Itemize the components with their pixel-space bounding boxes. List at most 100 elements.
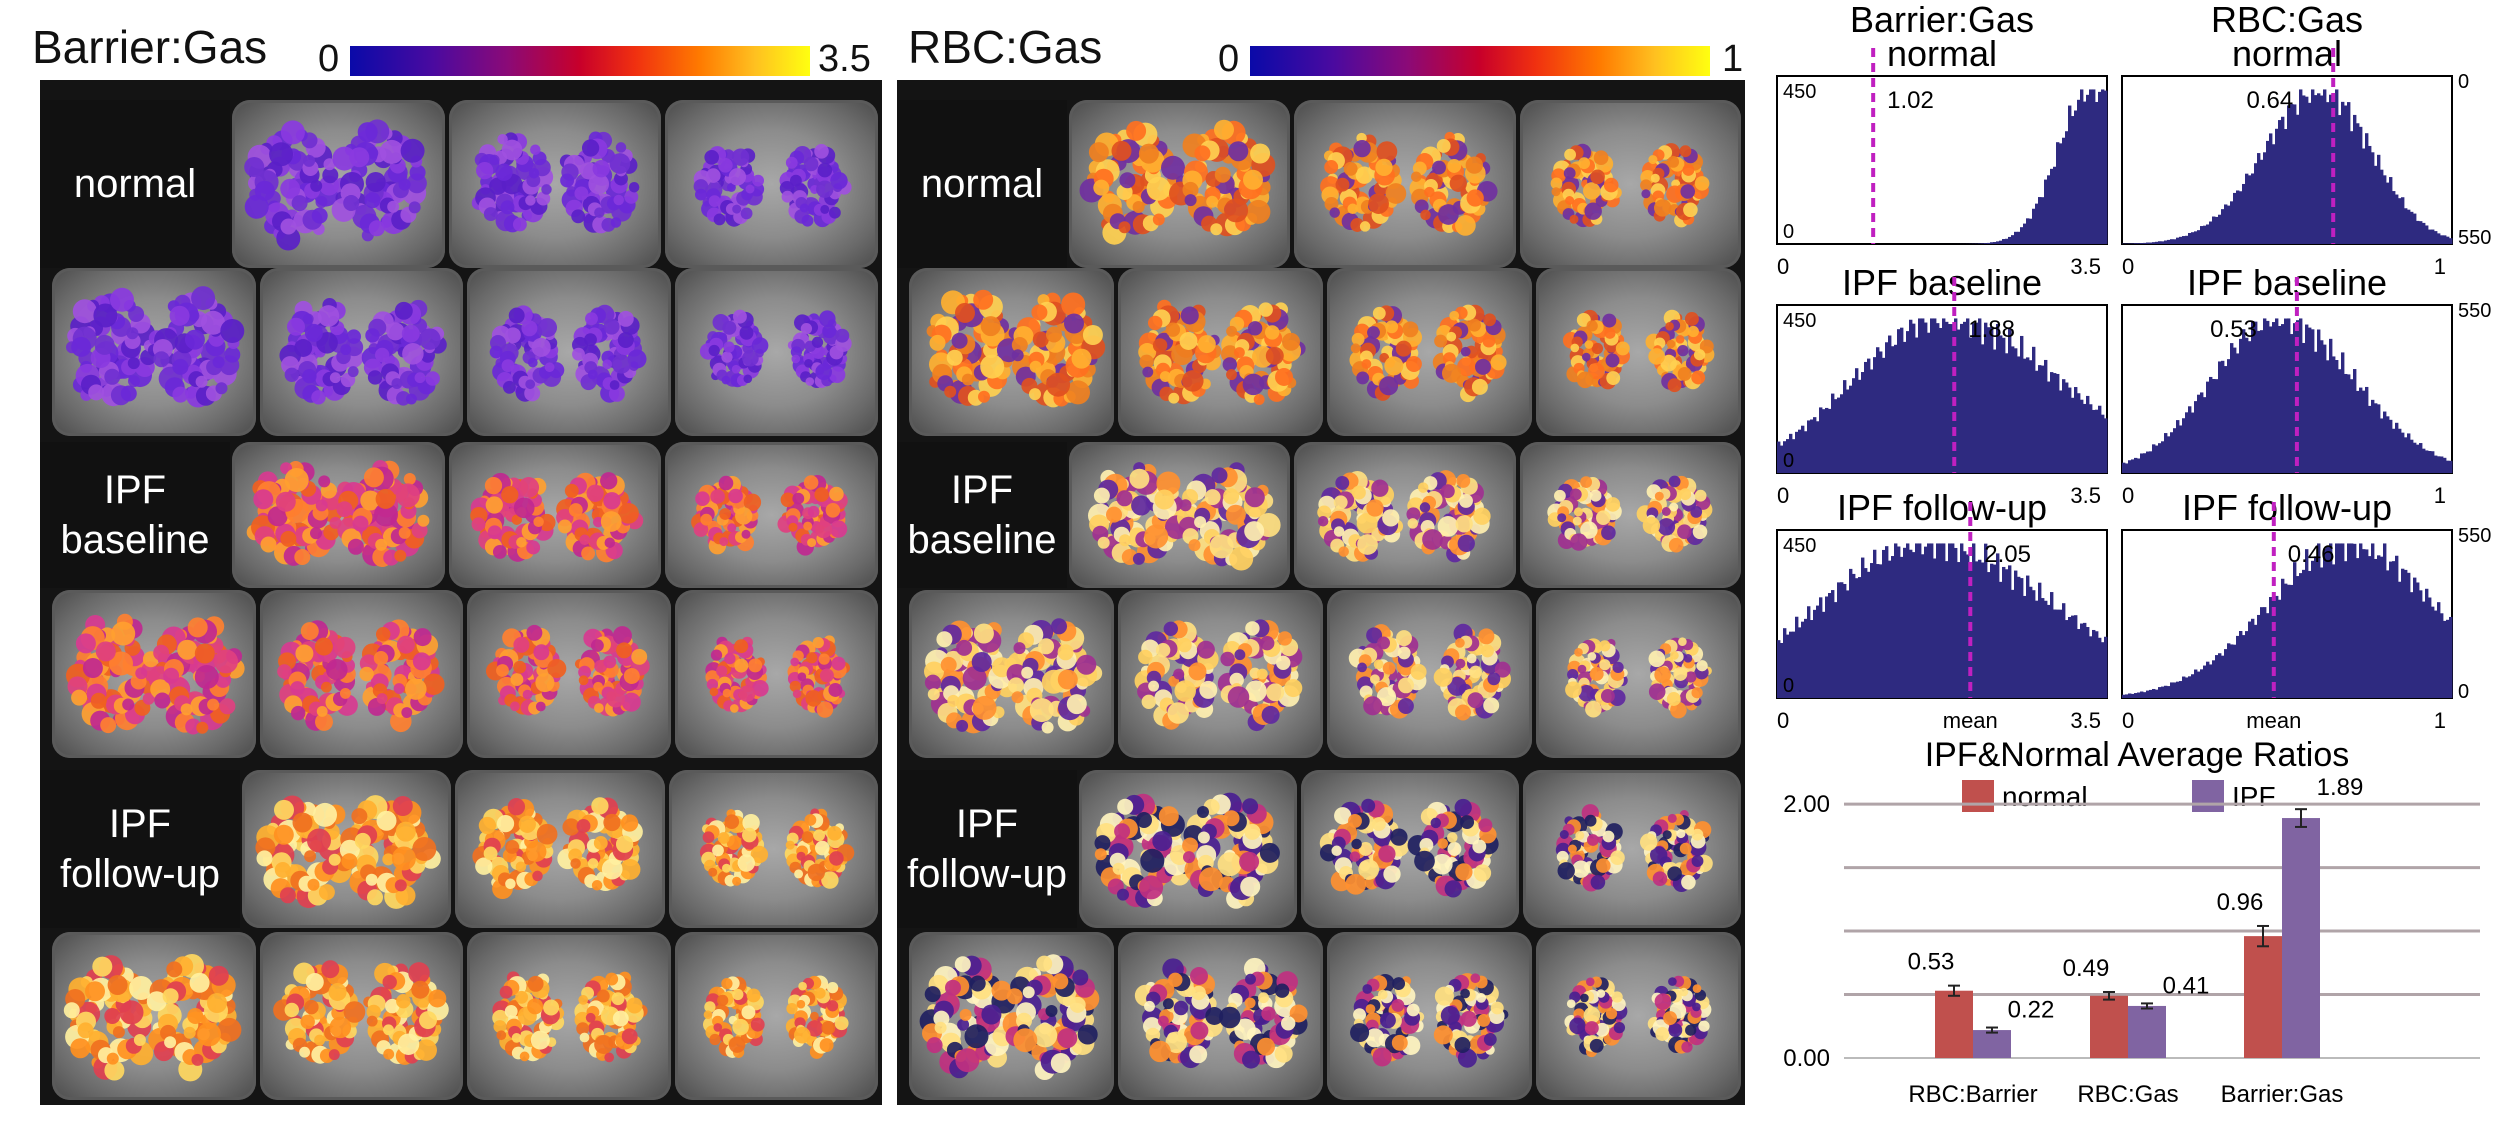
mri-voxel bbox=[1006, 988, 1023, 1005]
mri-voxel bbox=[751, 680, 769, 697]
mri-voxel bbox=[1116, 490, 1133, 507]
mri-voxel bbox=[1570, 343, 1580, 353]
mri-voxel bbox=[276, 226, 301, 251]
mri-voxel bbox=[1431, 853, 1453, 875]
histogram-bar bbox=[2233, 192, 2237, 244]
histogram-bar bbox=[2377, 154, 2381, 244]
mri-voxel bbox=[1414, 850, 1435, 872]
mri-voxel bbox=[1661, 507, 1671, 516]
mri-voxel bbox=[163, 667, 180, 684]
rbc-baseline-row-1 bbox=[1067, 442, 1743, 588]
mri-voxel bbox=[106, 1052, 119, 1065]
mri-voxel bbox=[587, 369, 598, 380]
mri-voxel bbox=[592, 160, 610, 178]
histogram-bar bbox=[1813, 417, 1817, 473]
mri-voxel bbox=[395, 483, 420, 508]
mri-voxel bbox=[826, 1000, 838, 1012]
mri-voxel bbox=[513, 636, 530, 653]
histogram-bar bbox=[1939, 327, 1943, 473]
mri-voxel bbox=[1052, 973, 1069, 990]
mri-voxel bbox=[104, 1008, 121, 1024]
mri-slice bbox=[455, 770, 665, 928]
mri-voxel bbox=[180, 703, 193, 716]
mri-voxel bbox=[501, 359, 515, 373]
mri-voxel bbox=[817, 162, 833, 178]
mri-voxel bbox=[1357, 662, 1367, 673]
mri-voxel bbox=[627, 349, 647, 369]
mri-voxel bbox=[586, 484, 604, 502]
mri-voxel bbox=[294, 549, 311, 565]
mri-voxel bbox=[166, 961, 183, 978]
mri-voxel bbox=[1553, 489, 1566, 502]
mri-voxel bbox=[816, 180, 834, 198]
histogram-bar bbox=[2224, 204, 2228, 244]
mri-voxel bbox=[981, 1004, 1002, 1025]
mri-voxel bbox=[280, 178, 301, 199]
histogram-subtitle: normal bbox=[1887, 33, 1997, 74]
mri-voxel bbox=[63, 1002, 80, 1019]
mri-voxel bbox=[1154, 489, 1175, 510]
mri-voxel bbox=[790, 354, 800, 364]
mri-voxel bbox=[414, 372, 425, 384]
mri-voxel bbox=[1682, 164, 1694, 176]
mri-voxel bbox=[1677, 366, 1692, 381]
histogram-bar bbox=[2398, 198, 2402, 244]
mri-voxel bbox=[1366, 499, 1384, 517]
mri-voxel bbox=[610, 217, 621, 228]
mri-voxel bbox=[528, 167, 539, 179]
mri-voxel bbox=[1667, 378, 1682, 393]
histogram-bar bbox=[2206, 224, 2210, 244]
mri-voxel bbox=[1146, 176, 1171, 201]
rbc-followup-row-1 bbox=[1077, 770, 1743, 928]
mri-voxel bbox=[1163, 621, 1179, 637]
mri-voxel bbox=[804, 814, 816, 826]
mri-voxel bbox=[274, 862, 291, 878]
mri-voxel bbox=[599, 472, 618, 490]
mri-voxel bbox=[1599, 640, 1611, 652]
mri-voxel bbox=[71, 336, 92, 357]
mri-voxel bbox=[1318, 515, 1329, 527]
histogram-bar bbox=[1822, 409, 1826, 473]
mri-voxel bbox=[1460, 346, 1471, 357]
mri-voxel bbox=[1681, 875, 1696, 890]
mri-voxel bbox=[1490, 354, 1507, 371]
histogram-bar bbox=[1954, 318, 1958, 473]
mri-voxel bbox=[1275, 655, 1291, 671]
mri-voxel bbox=[624, 189, 638, 204]
mri-voxel bbox=[1112, 862, 1125, 875]
mri-slice bbox=[1118, 932, 1323, 1100]
mri-voxel bbox=[1600, 689, 1615, 703]
histogram-bar bbox=[2155, 241, 2159, 244]
mri-voxel bbox=[390, 378, 402, 389]
mri-voxel bbox=[1245, 621, 1260, 636]
mri-voxel bbox=[1139, 875, 1164, 900]
mri-voxel bbox=[1596, 858, 1611, 873]
histogram-bar bbox=[1963, 321, 1967, 473]
mri-voxel bbox=[254, 180, 275, 201]
mri-voxel bbox=[412, 837, 437, 861]
mri-voxel bbox=[1567, 844, 1577, 854]
histogram-bar bbox=[2104, 90, 2108, 244]
histogram-bar bbox=[2065, 131, 2069, 244]
mri-voxel bbox=[1446, 331, 1457, 342]
histogram-bar bbox=[1912, 323, 1916, 473]
mri-voxel bbox=[1459, 493, 1474, 508]
mri-voxel bbox=[735, 507, 753, 525]
mri-voxel bbox=[172, 358, 189, 375]
mri-voxel bbox=[1447, 832, 1458, 843]
mri-voxel bbox=[1691, 828, 1704, 841]
mri-voxel bbox=[831, 656, 845, 671]
mri-voxel bbox=[708, 344, 720, 357]
mri-voxel bbox=[721, 863, 731, 873]
mri-voxel bbox=[1138, 649, 1153, 665]
mri-voxel bbox=[1064, 313, 1084, 334]
mri-voxel bbox=[1666, 156, 1679, 168]
mri-voxel bbox=[195, 375, 208, 388]
mri-voxel bbox=[962, 666, 987, 691]
mri-voxel bbox=[284, 367, 299, 383]
histogram-bar bbox=[1966, 318, 1970, 473]
mri-voxel bbox=[718, 158, 734, 173]
histogram-bar bbox=[1984, 243, 1988, 244]
mri-voxel bbox=[172, 386, 189, 403]
